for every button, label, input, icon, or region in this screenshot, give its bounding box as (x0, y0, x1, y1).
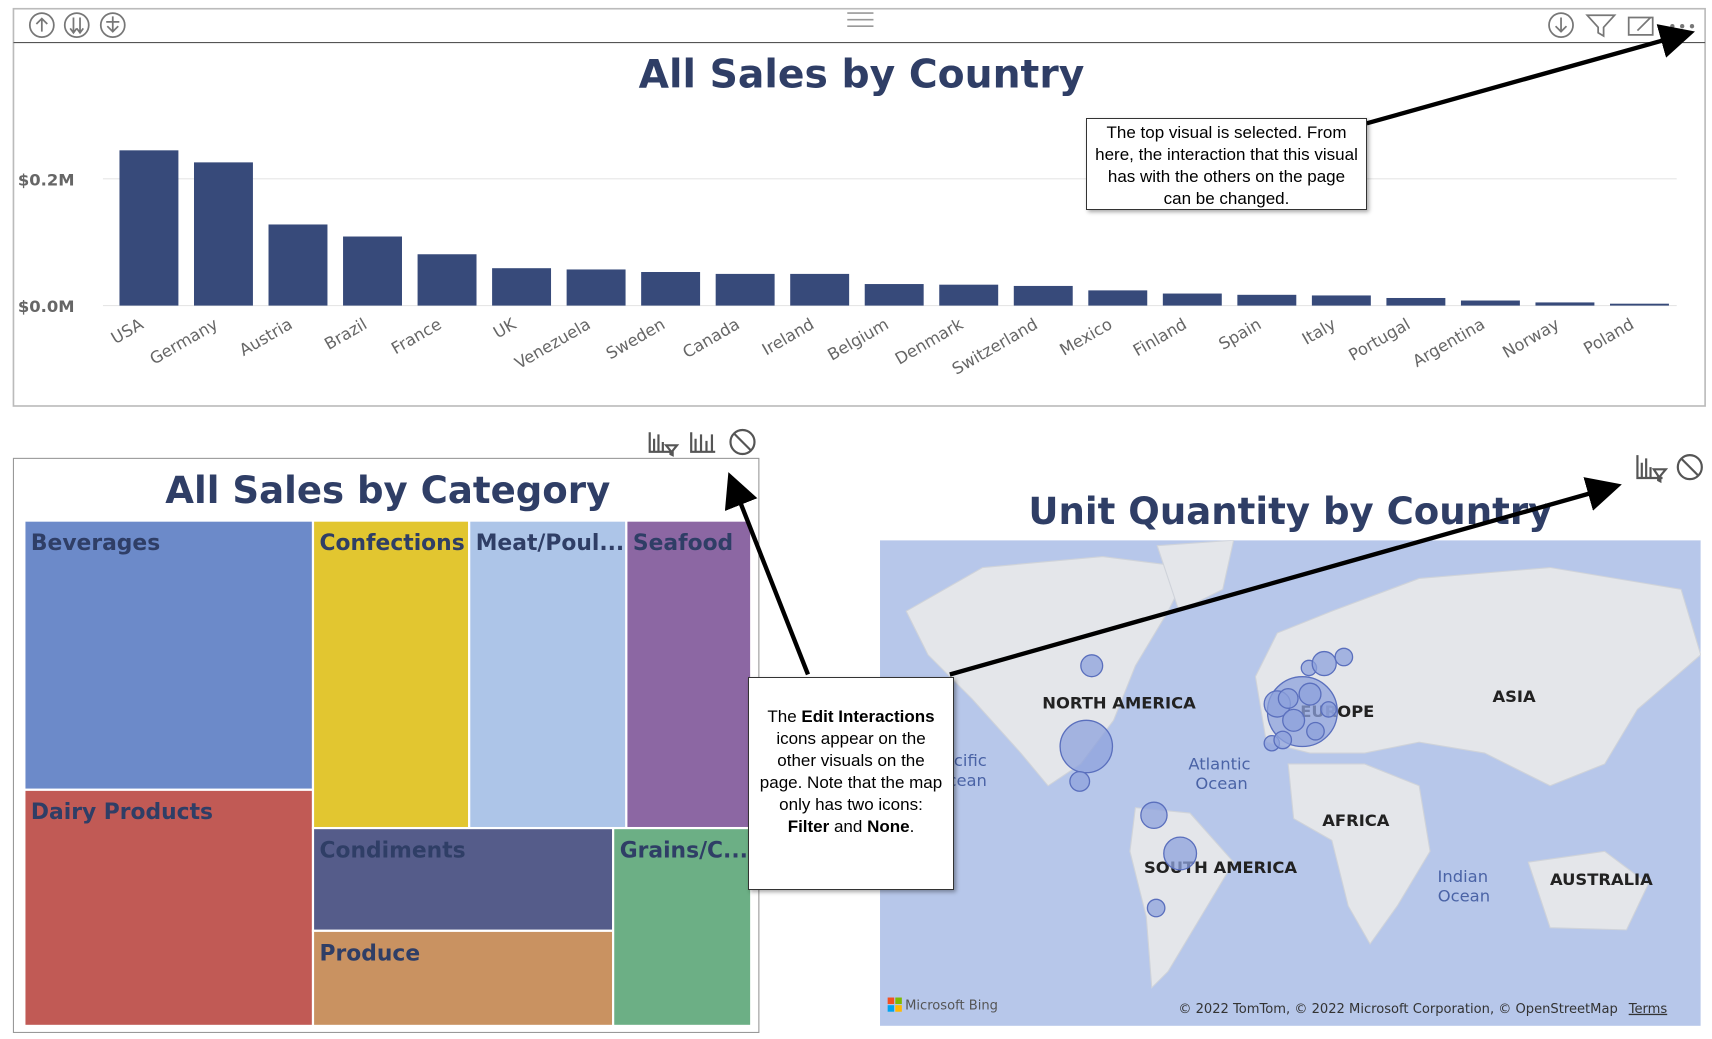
bing-logo (887, 997, 902, 1012)
callout-arrows (724, 24, 1695, 677)
map-bubbles (1059, 647, 1354, 918)
selected-visual-frame (12, 7, 1706, 407)
bar (119, 150, 179, 306)
treemap-label: Produce (320, 941, 421, 966)
treemap: Beverages Dairy Products Confections Meat/P… (23, 519, 753, 1027)
chart-title: All Sales by Category (165, 469, 610, 512)
continent-label: AFRICA (1322, 811, 1390, 830)
bar (1013, 285, 1073, 306)
treemap-label: Meat/Poul... (476, 531, 624, 556)
continent-label: NORTH AMERICA (1042, 693, 1196, 712)
bar (1386, 297, 1446, 306)
ocean-label: Ocean (1438, 886, 1490, 905)
bar (566, 269, 626, 306)
treemap-tile (612, 826, 753, 1027)
bar (1460, 300, 1520, 306)
bar (492, 268, 552, 306)
callout-text: . (909, 817, 915, 836)
callout-text: The (767, 707, 802, 726)
chart-title: All Sales by Country (639, 52, 1085, 97)
bar (715, 273, 775, 306)
drill-mode-icon[interactable] (1548, 12, 1574, 38)
callout-text: Edit Interactions (801, 707, 935, 726)
none-interaction-icon[interactable] (1676, 454, 1703, 481)
bar (1237, 294, 1297, 306)
bar (193, 162, 253, 306)
drag-handle[interactable] (847, 12, 874, 28)
none-interaction-icon[interactable] (729, 428, 756, 456)
callout-text: icons appear on the other visuals on the… (759, 729, 943, 814)
bar (939, 284, 999, 306)
arrow (1366, 24, 1695, 126)
treemap-tile (311, 929, 615, 1027)
y-tick-label: $0.2M (18, 170, 75, 189)
map-land (905, 540, 1701, 989)
ocean-label: Ocean (1195, 774, 1247, 793)
bar (1535, 302, 1595, 306)
continent-label: AUSTRALIA (1550, 870, 1653, 889)
treemap-tile (625, 519, 753, 830)
highlight-interaction-icon[interactable] (690, 432, 716, 453)
bar (1311, 295, 1371, 306)
bar (1609, 303, 1669, 306)
treemap-label: Grains/C... (620, 839, 748, 864)
filter-interaction-icon[interactable] (1636, 455, 1669, 484)
bar (641, 272, 701, 306)
ocean-label: Indian (1438, 867, 1489, 886)
treemap-label: Beverages (31, 531, 160, 556)
callout: The top visual is selected. From here, t… (1086, 118, 1367, 210)
callout-text: and (829, 817, 868, 836)
bar (268, 224, 328, 306)
expand-hierarchy-icon[interactable] (99, 12, 126, 38)
arrow (724, 472, 811, 676)
map-attribution: Microsoft Bing (905, 999, 998, 1014)
bar (864, 284, 924, 306)
map: NORTH AMERICA EUROPE ASIA AFRICA SOUTH A… (880, 540, 1701, 1026)
treemap-tile (468, 519, 628, 830)
map-terms-link[interactable]: Terms (1628, 1002, 1668, 1017)
bar (343, 236, 402, 306)
map-copyright[interactable]: © 2022 TomTom, © 2022 Microsoft Corporat… (1178, 1002, 1617, 1017)
drill-next-icon[interactable] (63, 12, 90, 38)
callout-text: Filter (787, 817, 830, 836)
treemap-label: Confections (320, 531, 465, 556)
treemap-tile (23, 788, 315, 1027)
treemap-tile (23, 519, 315, 791)
continent-label: ASIA (1493, 687, 1537, 706)
treemap-label: Dairy Products (31, 800, 213, 825)
focus-mode-icon[interactable] (1627, 16, 1654, 36)
filter-icon[interactable] (1585, 14, 1617, 38)
callout-text: None (867, 817, 910, 836)
treemap-tile (311, 519, 471, 830)
chart-title: Unit Quantity by Country (1028, 490, 1552, 533)
filter-interaction-icon[interactable] (648, 432, 680, 457)
visual-header-icons (28, 12, 1695, 38)
bar (1162, 293, 1222, 306)
bar (417, 254, 477, 306)
arrow (949, 477, 1622, 677)
bar (790, 273, 850, 306)
drill-up-icon[interactable] (28, 12, 55, 38)
treemap-interaction-icons (648, 428, 756, 457)
treemap-label: Condiments (320, 839, 466, 864)
treemap-label: Seafood (633, 531, 733, 556)
bar (1088, 290, 1148, 306)
ocean-label: Atlantic (1188, 754, 1250, 773)
more-options-icon[interactable] (1670, 24, 1695, 29)
callout: The Edit Interactions icons appear on th… (748, 677, 954, 890)
map-interaction-icons (1636, 454, 1703, 484)
y-tick-label: $0.0M (18, 297, 75, 316)
